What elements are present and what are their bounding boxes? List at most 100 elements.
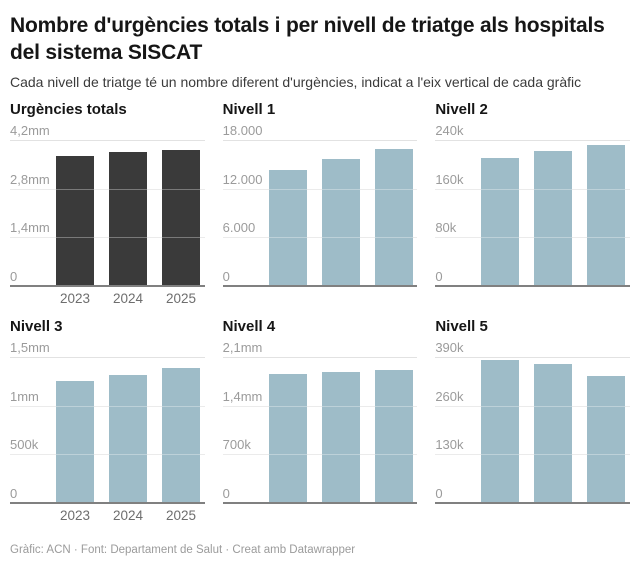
gridline-overlay xyxy=(222,454,418,456)
y-tick-label: 6.000 xyxy=(222,220,256,236)
gridline-overlay xyxy=(222,237,418,239)
gridline-overlay xyxy=(435,237,630,239)
chart-title: Nivell 2 xyxy=(435,101,488,118)
x-axis-labels: 2023 2024 2025 xyxy=(10,507,205,525)
x-axis-labels xyxy=(435,290,630,308)
chart-title: Nivell 5 xyxy=(435,318,488,335)
plot-area: 240k 160k 80k 0 xyxy=(435,124,630,287)
x-axis-line xyxy=(10,502,205,504)
chart-urg-ncies-totals: Urgències totals 4,2mm 2,8mm 1,4mm 0 2023 2024… xyxy=(10,101,205,308)
attribution-footer: Gràfic: ACN · Font: Departament de Salut… xyxy=(10,544,356,556)
y-tick-label: 80k xyxy=(435,220,457,236)
x-tick-label: 2023 xyxy=(59,291,91,306)
bar-2025 xyxy=(162,368,200,503)
bar-2025 xyxy=(587,376,626,503)
charts-grid: Urgències totals 4,2mm 2,8mm 1,4mm 0 2023 2024… xyxy=(10,101,630,525)
bar-2024 xyxy=(321,159,360,286)
y-tick-label: 500k xyxy=(10,437,39,453)
plot-area: 2,1mm 1,4mm 700k 0 xyxy=(222,341,418,504)
x-axis-line xyxy=(435,285,630,287)
gridline xyxy=(222,237,418,239)
gridline-overlay xyxy=(222,188,418,190)
page-subtitle: Cada nivell de triatge té un nombre dife… xyxy=(10,74,582,90)
bar-2024 xyxy=(109,375,147,503)
gridline xyxy=(10,188,205,190)
x-axis-line xyxy=(435,502,630,504)
y-tick-label: 1mm xyxy=(10,388,39,404)
chart-nivell-2: Nivell 2 240k 160k 80k 0 xyxy=(435,101,630,308)
bar-2025 xyxy=(162,150,200,286)
gridline xyxy=(435,237,630,239)
y-tick-label: 4,2mm xyxy=(10,123,50,138)
gridline xyxy=(435,405,630,407)
bar-2024 xyxy=(321,372,360,503)
plot-area: 18.000 12.000 6.000 0 xyxy=(222,124,418,287)
gridline xyxy=(222,357,418,358)
plot-area: 1,5mm 1mm 500k 0 xyxy=(10,341,205,504)
bar-2023 xyxy=(268,374,307,503)
y-tick-label: 700k xyxy=(222,437,251,453)
y-tick-label: 2,1mm xyxy=(222,340,263,355)
gridline-overlay xyxy=(10,454,205,456)
y-tick-label: 12.000 xyxy=(222,171,263,187)
gridline-overlay xyxy=(10,237,205,239)
gridline xyxy=(222,454,418,456)
y-tick-label: 0 xyxy=(10,486,18,501)
chart-nivell-5: Nivell 5 390k 260k 130k 0 xyxy=(435,318,630,525)
x-tick-label: 2024 xyxy=(112,508,144,523)
bar-2024 xyxy=(534,151,573,286)
plot-area: 390k 260k 130k 0 xyxy=(435,341,630,504)
gridline xyxy=(10,357,205,358)
bar-2024 xyxy=(534,364,573,503)
gridline xyxy=(10,405,205,407)
x-axis-line xyxy=(222,285,418,287)
gridline xyxy=(222,188,418,190)
y-tick-label: 0 xyxy=(222,486,230,501)
chart-title: Urgències totals xyxy=(10,101,127,118)
gridline xyxy=(10,237,205,239)
y-tick-label: 1,4mm xyxy=(10,220,50,236)
bar-2023 xyxy=(481,158,520,286)
x-axis-labels xyxy=(223,290,418,308)
y-tick-label: 260k xyxy=(435,388,464,404)
x-axis-line xyxy=(222,502,418,504)
plot-area: 4,2mm 2,8mm 1,4mm 0 xyxy=(10,124,205,287)
gridline-overlay xyxy=(10,405,205,407)
chart-nivell-1: Nivell 1 18.000 12.000 6.000 0 xyxy=(222,101,418,308)
gridline-overlay xyxy=(435,188,630,190)
x-axis-labels xyxy=(223,507,418,525)
gridline xyxy=(435,188,630,190)
chart-title: Nivell 3 xyxy=(10,318,63,335)
gridline xyxy=(435,454,630,456)
bar-2025 xyxy=(374,149,413,286)
gridline xyxy=(10,140,205,141)
y-tick-label: 1,4mm xyxy=(222,388,263,404)
bar-2023 xyxy=(56,381,94,503)
x-tick-label: 2023 xyxy=(59,508,91,523)
bar-2024 xyxy=(109,152,147,286)
page-title: Nombre d'urgències totals i per nivell d… xyxy=(10,14,605,64)
y-tick-label: 0 xyxy=(222,269,230,284)
gridline-overlay xyxy=(435,405,630,407)
bar-2025 xyxy=(587,145,626,286)
y-tick-label: 0 xyxy=(10,269,18,284)
bar-2023 xyxy=(268,170,307,286)
bar-2023 xyxy=(56,156,94,286)
y-tick-label: 18.000 xyxy=(222,123,263,138)
x-tick-label: 2025 xyxy=(165,508,197,523)
y-tick-label: 0 xyxy=(435,269,443,284)
y-tick-label: 130k xyxy=(435,437,464,453)
bar-2023 xyxy=(481,360,520,503)
chart-title: Nivell 4 xyxy=(222,318,276,335)
y-tick-label: 1,5mm xyxy=(10,340,50,355)
y-tick-label: 240k xyxy=(435,123,464,138)
gridline xyxy=(222,405,418,407)
x-tick-label: 2024 xyxy=(112,291,144,306)
y-tick-label: 0 xyxy=(435,486,443,501)
gridline-overlay xyxy=(10,188,205,190)
gridline xyxy=(222,140,418,141)
y-tick-label: 390k xyxy=(435,340,464,355)
y-tick-label: 160k xyxy=(435,171,464,187)
gridline xyxy=(10,454,205,456)
x-tick-label: 2025 xyxy=(165,291,197,306)
